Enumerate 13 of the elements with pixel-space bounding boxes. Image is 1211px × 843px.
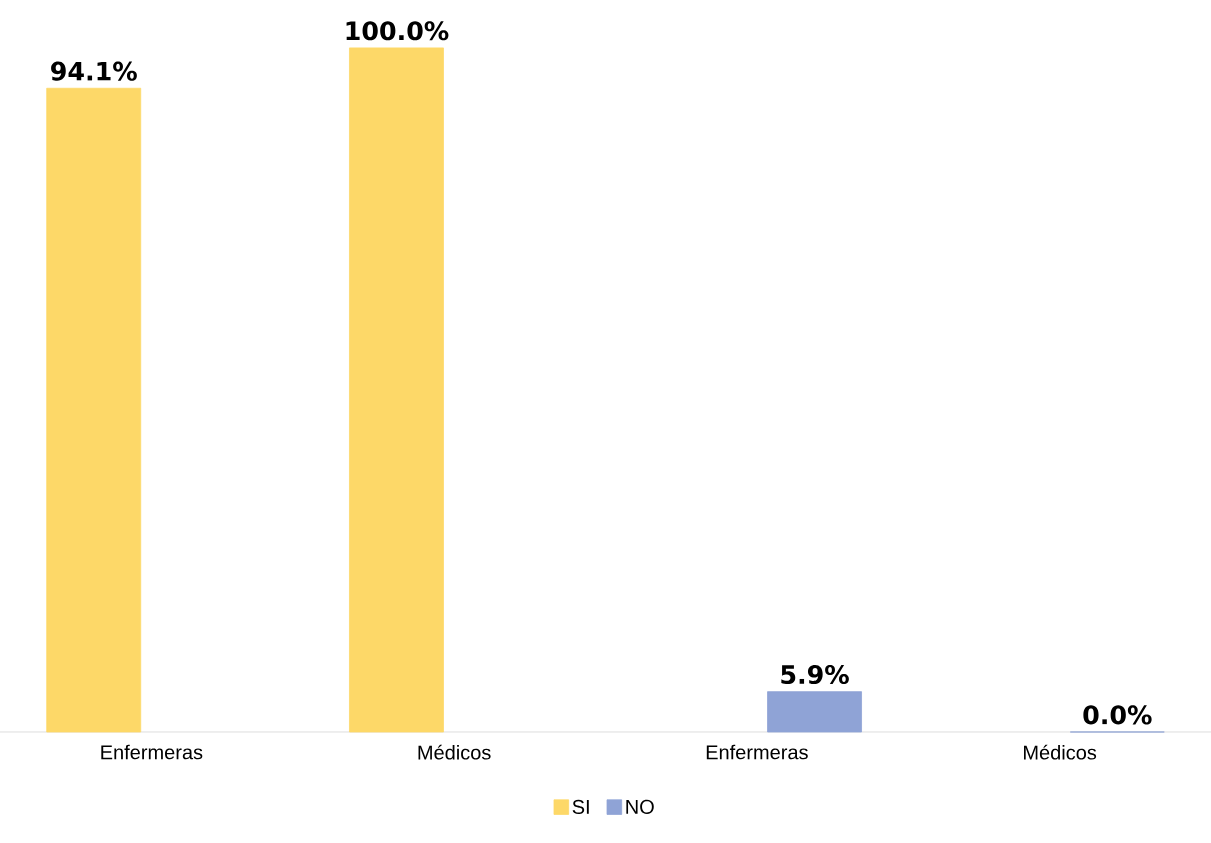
x-tick-label: Médicos [418,744,491,760]
bar [349,47,444,733]
x-tick-label: Enfermeras [101,744,203,760]
x-tick-label: Médicos [1024,744,1097,760]
data-label: 100.0% [346,21,449,41]
bar [46,87,142,733]
legend-label: NO [626,799,654,814]
x-tick-label: Enfermeras [706,744,808,760]
data-label: 94.1% [51,61,137,81]
legend-label: SI [572,799,589,814]
data-label: 0.0% [1083,705,1152,725]
bar [767,691,862,733]
data-label: 5.9% [781,664,849,685]
